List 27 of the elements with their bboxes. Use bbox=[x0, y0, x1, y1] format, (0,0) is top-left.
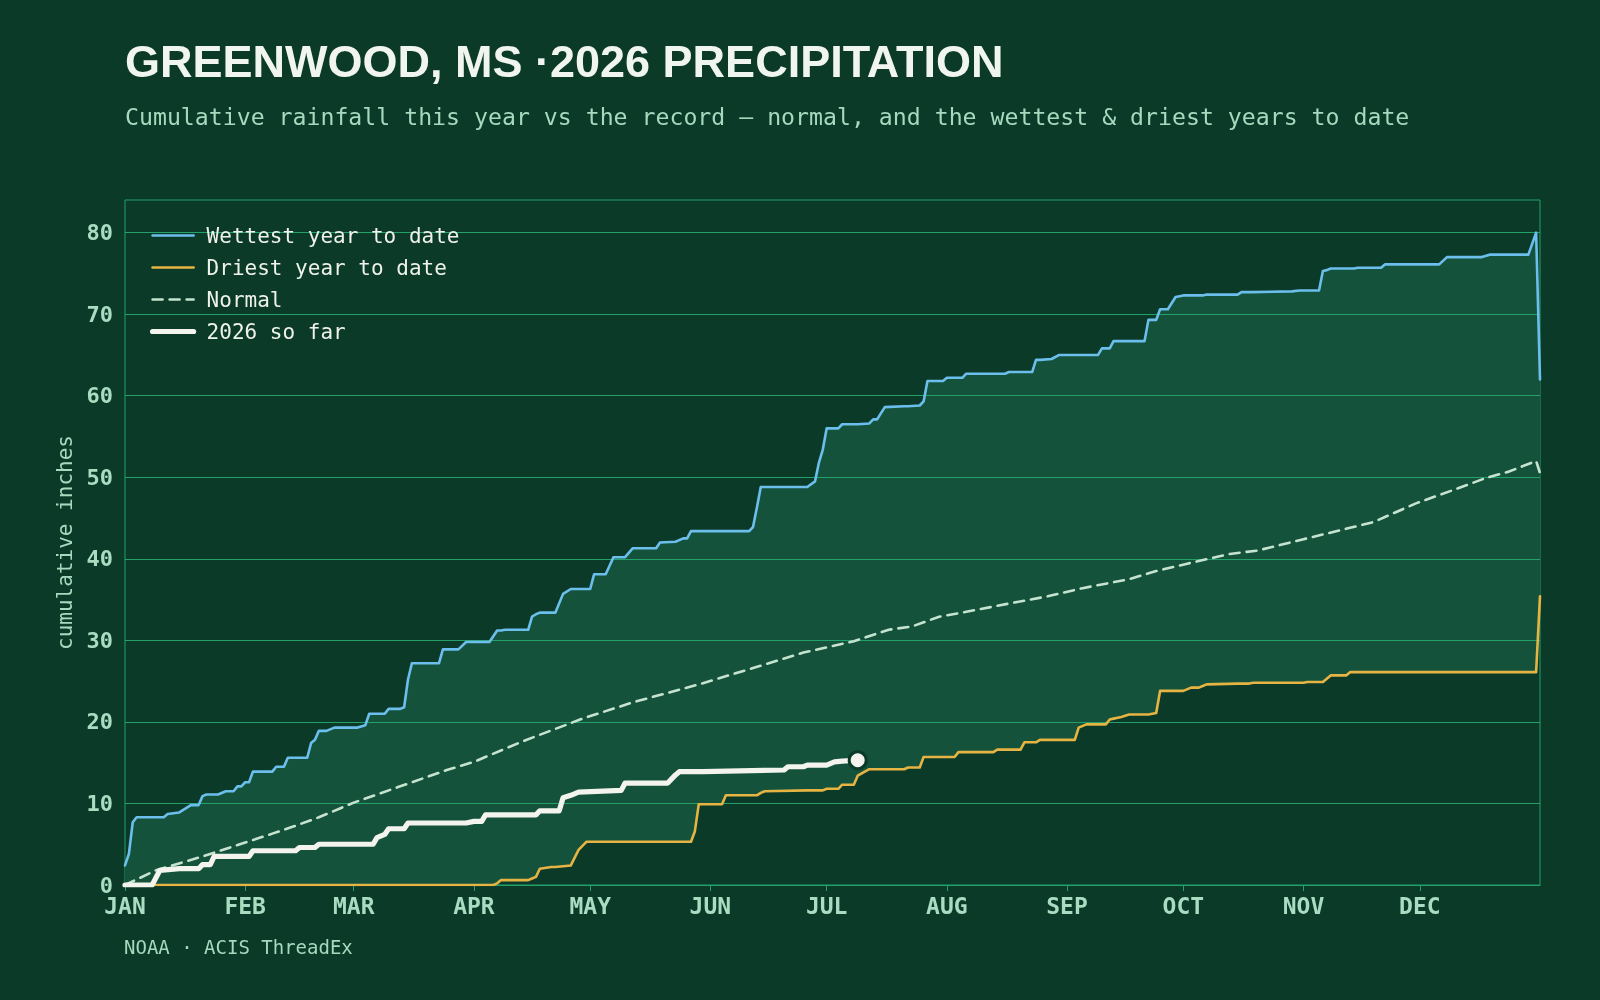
x-tick-label: MAR bbox=[332, 892, 375, 919]
chart-subtitle: Cumulative rainfall this year vs the record — normal, and the wettest & driest years to date bbox=[125, 103, 1410, 130]
legend-label: Wettest year to date bbox=[206, 223, 460, 248]
text: NOAA · ACIS ThreadEx bbox=[124, 935, 353, 958]
x-tick-label: FEB bbox=[224, 892, 267, 919]
legend-label: 2026 so far bbox=[206, 319, 346, 344]
y-tick-label: 30 bbox=[86, 627, 113, 653]
y-tick-label: 40 bbox=[86, 546, 113, 572]
y-axis-title: cumulative inches bbox=[53, 435, 78, 650]
legend-label: Normal bbox=[206, 287, 283, 312]
x-tick-label: SEP bbox=[1046, 892, 1088, 919]
x-tick-label: DEC bbox=[1399, 892, 1441, 919]
y-tick-label: 50 bbox=[86, 464, 113, 490]
chart-title: GREENWOOD, MS ·2026 PRECIPITATION bbox=[125, 36, 1004, 87]
y-tick-label: 20 bbox=[86, 709, 113, 735]
legend-label: Driest year to date bbox=[206, 255, 447, 280]
x-tick-label: APR bbox=[453, 892, 495, 919]
y-tick-label: 60 bbox=[86, 383, 113, 409]
x-tick-label: JUL bbox=[805, 892, 848, 919]
y-tick-label: 10 bbox=[86, 790, 113, 816]
x-tick-label: OCT bbox=[1162, 892, 1205, 919]
x-tick-label: JUN bbox=[689, 892, 732, 919]
y-tick-label: 80 bbox=[86, 220, 113, 246]
x-tick-label: MAY bbox=[569, 892, 612, 919]
y-tick-label: 70 bbox=[86, 301, 113, 327]
x-tick-label: NOV bbox=[1282, 892, 1325, 919]
x-tick-label: AUG bbox=[926, 892, 968, 919]
